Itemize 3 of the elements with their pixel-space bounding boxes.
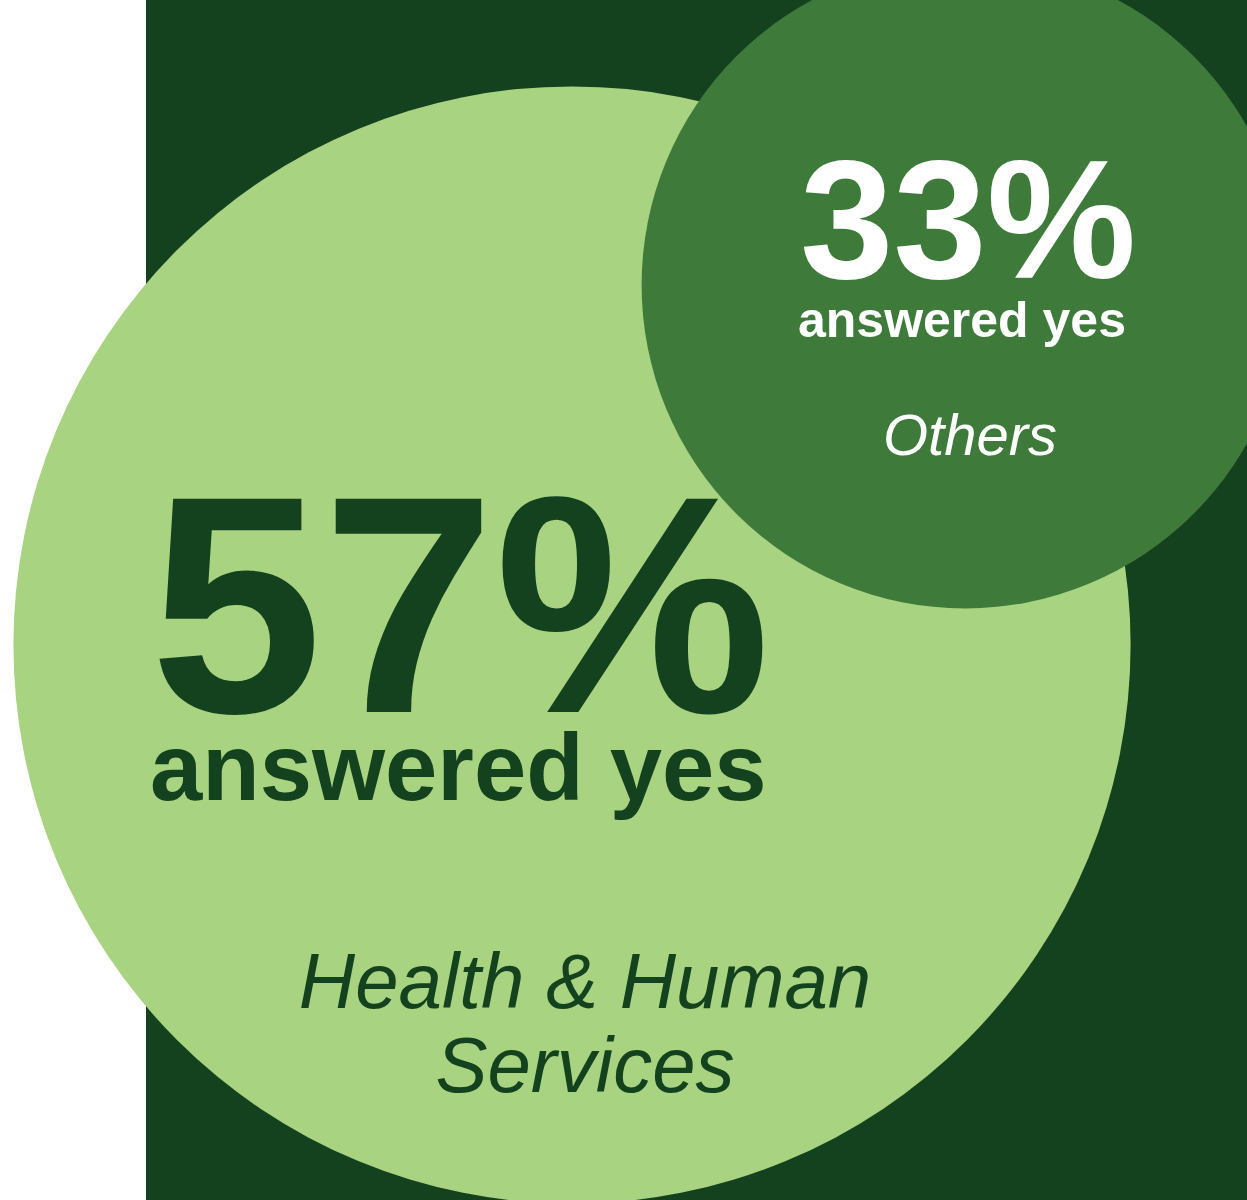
- category-label: Health & Human Services: [298, 937, 872, 1110]
- text: answered yes: [150, 715, 767, 820]
- category-label: Others: [882, 402, 1058, 467]
